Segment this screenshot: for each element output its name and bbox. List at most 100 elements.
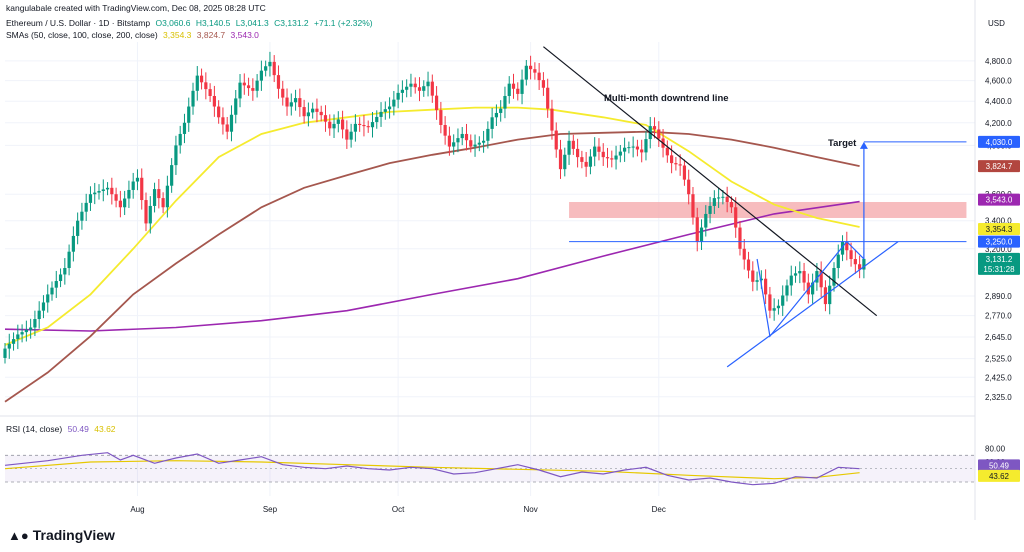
candle-body [289,102,293,107]
candle-body [123,198,127,208]
rsi-legend[interactable]: RSI (14, close) 50.49 43.62 [6,424,119,434]
candle-body [276,75,281,89]
candle-body [575,148,580,158]
candle-body [712,198,716,206]
sma100-line [4,130,860,403]
candle-body [409,83,413,87]
candle-body [691,194,695,218]
candle-body [131,181,135,190]
candle-body [405,86,409,90]
candle-body [486,128,490,141]
candle-body [605,157,610,159]
candle-body [127,189,131,199]
candle-body [264,66,268,71]
candle-body [199,75,204,83]
price-tag-label: 3,354.3 [986,225,1013,234]
candle-body [11,339,16,344]
candle-body [430,81,434,96]
candle-body [315,108,319,112]
candle-body [170,165,174,186]
candle-body [811,282,815,295]
drawings [543,46,967,368]
candle-body [281,88,285,98]
candle-body [511,83,516,89]
candle-body [246,85,251,89]
candle-body [849,250,853,260]
candle-body [682,165,687,180]
candle-body [379,111,383,117]
price-tag-label: 4,030.0 [986,138,1013,147]
sma-legend[interactable]: SMAs (50, close, 100, close, 200, close)… [6,30,262,40]
candle-body [717,197,721,199]
price-tick-label: 3,200.0 [985,245,1012,254]
candle-body [751,270,755,282]
rsi-line [4,452,860,486]
author-credit: kangulabale created with TradingView.com… [6,3,266,13]
price-tick-label: 2,325.0 [985,393,1012,402]
sma50-line [4,106,860,346]
ohlc-high: H3,140.5 [195,18,231,28]
candle-body [524,65,528,80]
candle-body [464,133,469,141]
candle-body [725,196,729,203]
candle-body [387,106,392,110]
candle-body [699,227,704,242]
candle-body [657,129,661,139]
candle-body [293,98,298,103]
time-tick-label: Dec [652,505,666,514]
candle-body [195,75,199,91]
candle-body [533,69,537,73]
candle-body [520,79,524,94]
candle-body [229,114,234,132]
price-tick-label: 2,645.0 [985,333,1012,342]
candle-body [798,271,802,274]
support-trendline [726,241,899,368]
candle-body [481,140,486,143]
candle-body [802,271,806,283]
candle-body [789,275,793,286]
candle-body [157,189,161,199]
candle-body [67,251,71,269]
candle-body [597,146,601,152]
candle-body [97,191,101,193]
price-tag-label: 3,131.2 [986,255,1013,264]
candle-body [208,89,212,96]
candle-body [631,146,635,148]
candle-body [242,82,246,86]
symbol-name[interactable]: Ethereum / U.S. Dollar · 1D · Bitstamp [6,18,151,28]
target-annotation: Target [828,138,857,149]
candle-body [311,108,315,113]
candle-body [828,285,832,305]
candle-body [759,278,763,281]
candle-body [375,116,379,123]
candle-body [507,83,511,96]
rsi-tick-label: 80.00 [985,445,1006,454]
candle-body [54,281,58,288]
candle-body [845,241,849,251]
candle-body [41,302,46,311]
rsi-tag [978,459,1020,472]
triangle-pattern [756,240,865,338]
candle-body [447,135,452,147]
candle-body [558,149,563,170]
candle-body [148,205,152,224]
candle-body [178,133,182,146]
rsi-legend-value: 50.49 [67,424,89,434]
rsi-tag-label: 43.62 [989,472,1010,481]
rsi-tag [978,469,1020,482]
price-tag [978,262,1020,275]
candle-body [187,106,191,123]
resistance-zone [569,202,967,218]
candle-body [443,125,447,136]
candle-body [610,158,614,160]
candle-body [546,87,550,109]
candle-body [144,200,148,224]
candle-body [832,268,836,286]
candle-body [234,98,238,115]
price-tick-label: 4,200.0 [985,119,1012,128]
candle-body [452,142,456,147]
candle-body [37,310,41,320]
candle-body [588,156,593,167]
candle-body [46,294,50,303]
